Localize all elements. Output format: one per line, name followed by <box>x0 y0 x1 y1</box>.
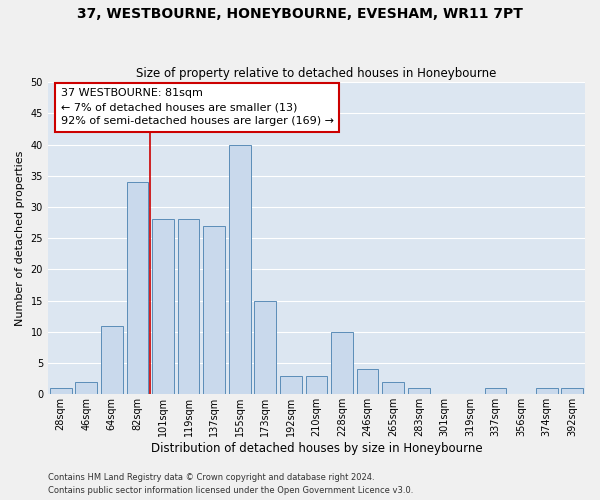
Bar <box>229 144 251 394</box>
Bar <box>331 332 353 394</box>
Bar <box>50 388 71 394</box>
Text: 37 WESTBOURNE: 81sqm
← 7% of detached houses are smaller (13)
92% of semi-detach: 37 WESTBOURNE: 81sqm ← 7% of detached ho… <box>61 88 334 126</box>
Bar <box>485 388 506 394</box>
Bar <box>127 182 148 394</box>
X-axis label: Distribution of detached houses by size in Honeybourne: Distribution of detached houses by size … <box>151 442 482 455</box>
Bar <box>280 376 302 394</box>
Text: 37, WESTBOURNE, HONEYBOURNE, EVESHAM, WR11 7PT: 37, WESTBOURNE, HONEYBOURNE, EVESHAM, WR… <box>77 8 523 22</box>
Bar <box>76 382 97 394</box>
Y-axis label: Number of detached properties: Number of detached properties <box>15 150 25 326</box>
Bar <box>562 388 583 394</box>
Title: Size of property relative to detached houses in Honeybourne: Size of property relative to detached ho… <box>136 66 497 80</box>
Bar <box>305 376 328 394</box>
Text: Contains HM Land Registry data © Crown copyright and database right 2024.
Contai: Contains HM Land Registry data © Crown c… <box>48 474 413 495</box>
Bar <box>382 382 404 394</box>
Bar <box>536 388 557 394</box>
Bar <box>101 326 123 394</box>
Bar <box>254 300 276 394</box>
Bar <box>178 220 199 394</box>
Bar <box>357 370 379 394</box>
Bar <box>203 226 225 394</box>
Bar <box>152 220 174 394</box>
Bar <box>408 388 430 394</box>
